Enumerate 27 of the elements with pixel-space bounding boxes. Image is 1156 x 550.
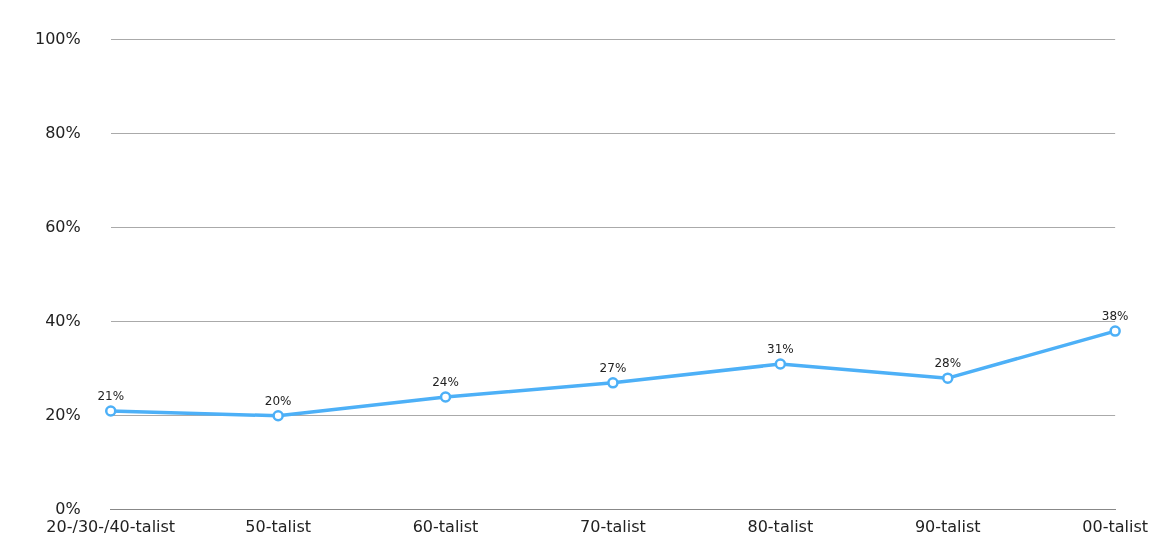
y-tick-label: 20%	[45, 404, 81, 424]
point	[272, 410, 284, 422]
x-tick-label: 50-talist	[245, 516, 311, 536]
x-tick-label: 00-talist	[1082, 516, 1148, 536]
point	[774, 358, 787, 370]
x-tick-label: 70-talist	[580, 516, 646, 536]
y-tick-label: 0%	[55, 498, 81, 518]
point	[941, 372, 954, 384]
y-tick-label: 100%	[34, 28, 81, 48]
point	[607, 377, 619, 389]
data-label: 31%	[767, 342, 794, 357]
x-tick-label: 60-talist	[412, 516, 479, 536]
data-label: 24%	[432, 375, 459, 390]
x-tick-label: 20-/30-/40-talist	[46, 516, 176, 536]
data-label: 20%	[264, 393, 292, 408]
point	[1109, 325, 1121, 337]
x-tick-label: 80-talist	[747, 516, 814, 536]
y-tick-label: 80%	[45, 122, 81, 142]
point	[104, 405, 117, 417]
data-label: 27%	[599, 360, 627, 375]
data-label: 21%	[97, 389, 125, 404]
y-tick-label: 40%	[45, 310, 81, 330]
data-label: 28%	[934, 356, 962, 371]
x-tick-label: 90-talist	[914, 516, 981, 536]
y-tick-label: 60%	[45, 216, 81, 236]
point	[439, 391, 452, 403]
data-label: 38%	[1101, 309, 1129, 324]
